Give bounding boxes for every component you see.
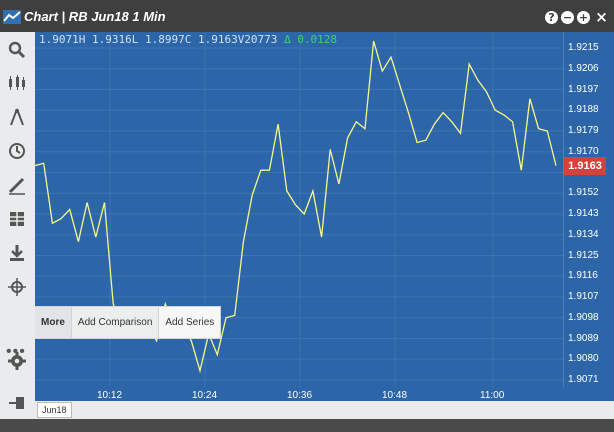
title-bar: Chart | RB Jun18 1 Min ? − + ×: [0, 0, 614, 32]
hud-change: Δ 0.0128: [284, 33, 338, 46]
hud-volume: 20773: [244, 33, 278, 46]
y-tick-label: 1.9143: [568, 208, 599, 219]
more-button[interactable]: More: [35, 307, 72, 338]
range-label[interactable]: Jun18: [37, 402, 72, 418]
hud-last: 1.9163V: [197, 33, 245, 46]
maximize-icon[interactable]: +: [577, 11, 590, 24]
bottom-bar: [0, 419, 614, 432]
y-tick-label: 1.9179: [568, 125, 599, 136]
x-tick-label: 10:48: [382, 390, 408, 401]
y-tick-label: 1.9125: [568, 249, 599, 261]
y-tick-label: 1.9170: [568, 145, 599, 157]
download-icon[interactable]: [6, 242, 28, 264]
y-tick-label: 1.9134: [568, 228, 599, 240]
x-tick-label: 10:36: [287, 390, 313, 401]
chart-app-icon: [3, 10, 21, 24]
y-axis[interactable]: [563, 32, 614, 387]
hud-low: 1.9316L: [91, 33, 139, 46]
pencil-icon[interactable]: [6, 174, 28, 196]
candles-icon[interactable]: [6, 72, 28, 94]
add-series-button[interactable]: Add Series: [159, 307, 222, 338]
help-icon[interactable]: ?: [545, 11, 558, 24]
pin-icon[interactable]: [6, 392, 28, 414]
y-tick-label: 1.9188: [568, 104, 599, 116]
more-icon[interactable]: •••: [6, 343, 26, 360]
x-tick-label: 11:00: [480, 390, 505, 401]
x-tick-label: 10:12: [97, 390, 123, 401]
hud-high: 1.9071H: [39, 33, 86, 46]
y-tick-label: 1.9215: [568, 42, 599, 53]
search-icon[interactable]: [6, 39, 28, 61]
more-menu: More Add Comparison Add Series: [35, 306, 222, 339]
x-axis[interactable]: [35, 387, 614, 401]
y-tick-label: 1.9197: [568, 83, 599, 95]
settings-icon[interactable]: [6, 350, 28, 372]
clock-icon[interactable]: [6, 140, 28, 162]
y-tick-label: 1.9152: [568, 187, 599, 199]
close-icon[interactable]: ×: [595, 8, 608, 26]
studies-icon[interactable]: [6, 208, 28, 230]
left-toolbar: •••: [0, 32, 36, 419]
window-title: Chart | RB Jun18 1 Min: [24, 9, 166, 24]
minimize-icon[interactable]: −: [561, 11, 574, 24]
x-tick-label: 10:24: [192, 390, 218, 401]
y-tick-label: 1.9098: [568, 311, 599, 323]
crosshair-icon[interactable]: [6, 276, 28, 298]
y-tick-label: 1.9206: [568, 62, 599, 74]
drawing-icon[interactable]: [6, 106, 28, 128]
ohlc-readout: 1.9071H 1.9316L 1.8997C 1.9163V20773 Δ 0…: [39, 33, 337, 46]
y-tick-label: 1.9071: [568, 374, 599, 385]
current-price-badge: 1.9163: [564, 157, 606, 175]
y-tick-label: 1.9116: [568, 270, 598, 282]
y-tick-label: 1.9080: [568, 353, 599, 365]
range-selector: Jun18: [35, 401, 614, 419]
hud-close: 1.8997C: [144, 33, 192, 46]
y-tick-label: 1.9089: [568, 332, 599, 344]
add-comparison-button[interactable]: Add Comparison: [72, 307, 160, 338]
y-tick-label: 1.9107: [568, 291, 599, 302]
